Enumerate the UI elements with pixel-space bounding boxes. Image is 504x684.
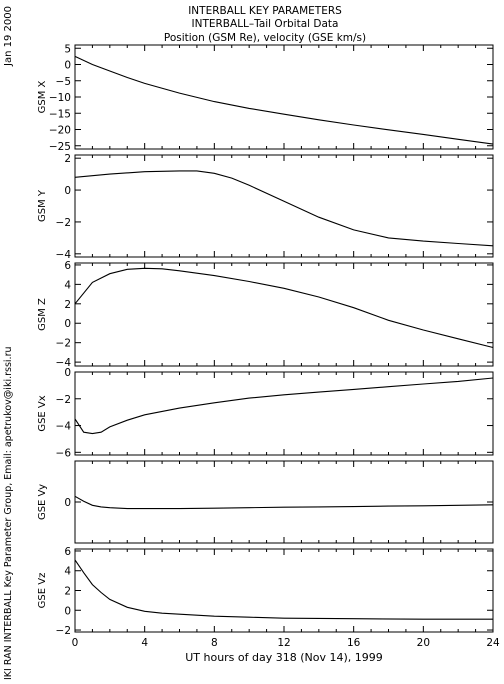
y-tick-label: 6: [64, 260, 71, 272]
panel-frame: [74, 44, 494, 150]
chart-title-3: Position (GSM Re), velocity (GSE km/s): [164, 32, 366, 44]
y-axis-label: GSM X: [37, 80, 48, 113]
y-tick-label: −5: [56, 76, 71, 88]
panel-1: 5 0 −5 −10 −15 −20 −25 GSM X: [37, 43, 494, 153]
panel-frame: [74, 262, 494, 367]
y-tick-label: −15: [49, 108, 71, 120]
panel-frame: [74, 371, 494, 456]
series-line-gse-vx: [74, 377, 494, 435]
y-tick-label: −4: [56, 421, 72, 433]
y-tick-label: 0: [64, 318, 71, 330]
y-tick-label: 6: [64, 546, 71, 558]
y-axis-label: GSE Vz: [37, 573, 48, 609]
series-line-gse-vz: [74, 559, 493, 620]
y-axis-label: GSE Vx: [37, 395, 48, 431]
y-axis-label: GSM Z: [37, 298, 48, 331]
date-stamp: Jan 19 2000: [3, 6, 14, 67]
series-line-gsm-z: [74, 267, 494, 349]
y-tick-label: −4: [56, 357, 72, 369]
panel-3: 6 4 2 0 −2 −4 GSM Z: [37, 260, 494, 369]
y-tick-label: 0: [64, 367, 71, 379]
y-axis-label: GSE Vy: [37, 484, 48, 520]
y-tick-label: −2: [56, 338, 71, 350]
panel-5: 0 GSE Vy: [37, 460, 494, 544]
series-line-gsm-x: [74, 55, 494, 145]
y-tick-label: 5: [64, 43, 71, 55]
y-tick-label: −4: [56, 249, 72, 261]
series-line-gsm-y: [74, 170, 494, 247]
y-tick-label: −2: [56, 625, 71, 637]
series-line-gse-vy: [74, 495, 494, 510]
y-tick-label: 0: [64, 185, 71, 197]
y-axis-label: GSM Y: [37, 189, 48, 222]
y-tick-label: 4: [64, 279, 71, 291]
y-tick-label: −2: [56, 217, 71, 229]
credit-text: IKI RAN INTERBALL Key Parameter Group, E…: [3, 347, 14, 681]
x-tick-label: 16: [347, 637, 361, 649]
panel-4: 0 −2 −4 −6 GSE Vx: [37, 367, 494, 459]
panel-2: 2 0 −2 −4 GSM Y: [37, 153, 494, 261]
x-tick-label: 0: [72, 637, 79, 649]
y-tick-label: 2: [64, 586, 71, 598]
panel-frame: [74, 460, 494, 544]
y-tick-label: 4: [64, 566, 71, 578]
y-tick-label: −25: [49, 141, 71, 153]
x-tick-label: 12: [277, 637, 290, 649]
y-tick-label: 0: [64, 60, 71, 72]
chart-title-1: INTERBALL KEY PARAMETERS: [188, 5, 342, 17]
chart-title-2: INTERBALL–Tail Orbital Data: [192, 18, 339, 30]
y-tick-label: −10: [49, 92, 71, 104]
y-tick-label: 2: [64, 299, 71, 311]
x-tick-label: 8: [211, 637, 218, 649]
x-tick-label: 20: [417, 637, 430, 649]
x-axis-label: UT hours of day 318 (Nov 14), 1999: [185, 651, 383, 664]
y-tick-label: 0: [64, 497, 71, 509]
y-tick-label: −2: [56, 394, 71, 406]
y-tick-label: −20: [49, 125, 71, 137]
y-tick-label: 0: [64, 605, 71, 617]
x-tick-label: 4: [141, 637, 148, 649]
y-tick-label: 2: [64, 153, 71, 165]
x-tick-label: 24: [486, 637, 500, 649]
y-tick-label: −6: [56, 447, 72, 459]
